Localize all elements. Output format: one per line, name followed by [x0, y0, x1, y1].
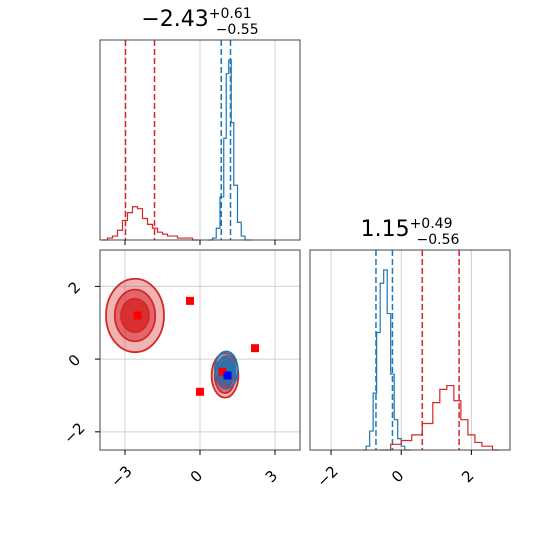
- histogram-series-1: [207, 59, 251, 241]
- histogram-series-0: [102, 206, 199, 241]
- marker: [223, 371, 232, 380]
- contour-panel: −3 0 3 −2 0 2: [60, 249, 301, 491]
- panel-title: −2.43+0.61 −0.55: [141, 6, 258, 38]
- x-tick-label: 2: [458, 467, 477, 486]
- histogram-series-0: [362, 269, 411, 451]
- x-tick-label: 0: [388, 467, 407, 486]
- x-tick-label: 0: [187, 467, 206, 486]
- y-tick-label: −2: [60, 419, 88, 447]
- marker: [133, 311, 142, 320]
- marker: [218, 367, 227, 376]
- x-tick-label: −2: [313, 462, 341, 490]
- y-tick-label: 2: [65, 278, 84, 297]
- y-tick-label: 0: [65, 351, 84, 370]
- x-tick-label: 3: [262, 467, 281, 486]
- marker: [251, 344, 259, 353]
- panel-frame: [309, 249, 511, 451]
- histogram-series-1: [380, 384, 499, 451]
- histogram-panel-right: −2 0 2 1.15+0.49 −0.56: [309, 216, 511, 491]
- marker: [196, 387, 204, 396]
- x-tick-label: −3: [107, 462, 135, 490]
- histogram-panel-top: −2.43+0.61 −0.55: [99, 6, 301, 245]
- panel-title: 1.15+0.49 −0.56: [361, 216, 460, 248]
- marker: [186, 296, 194, 305]
